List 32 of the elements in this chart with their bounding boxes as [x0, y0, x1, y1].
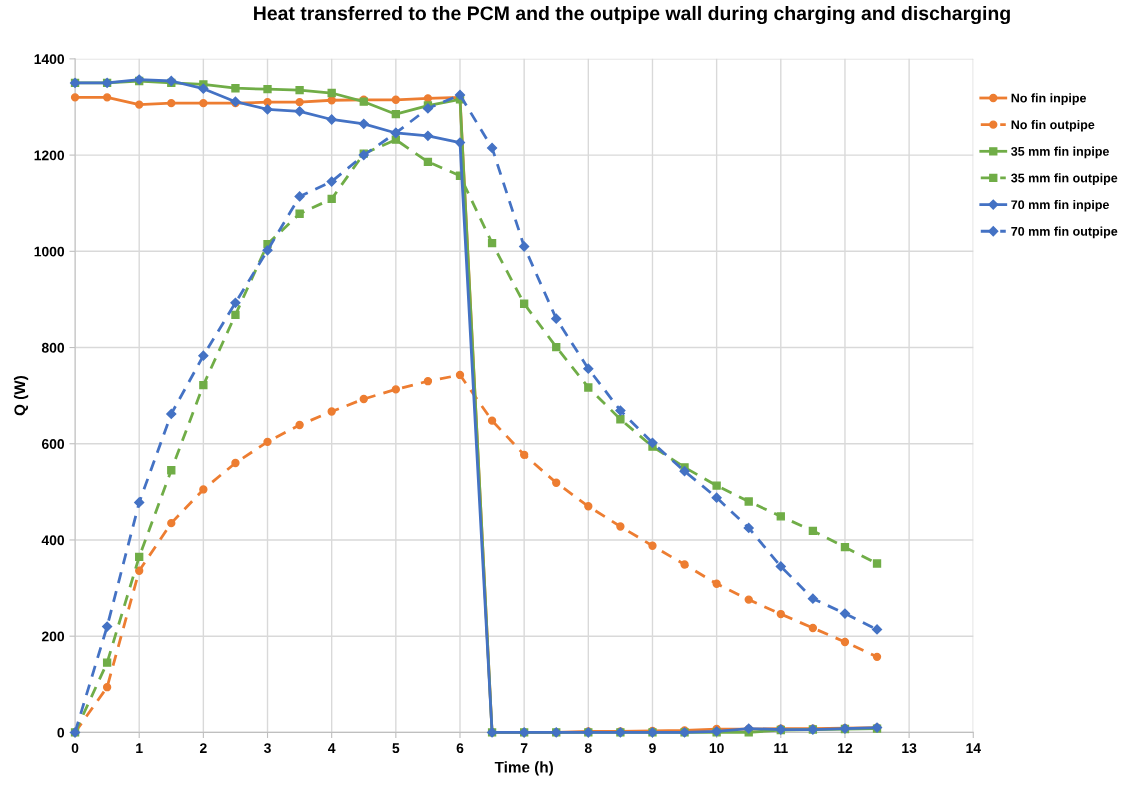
y-tick-label: 400 [41, 535, 65, 546]
x-tick-label: 12 [838, 743, 853, 753]
y-tick-label: 1200 [34, 150, 65, 161]
x-tick-label: 3 [263, 743, 271, 754]
x-tick-label: 13 [902, 743, 917, 754]
x-tick-label: 6 [456, 743, 464, 754]
y-tick-label: 1000 [34, 246, 65, 257]
legend-label: 70 mm fin inpipe [1011, 199, 1109, 212]
x-tick-label: 7 [520, 743, 528, 753]
legend-label: No fin inpipe [1011, 93, 1087, 105]
y-tick-label: 600 [41, 439, 65, 449]
x-tick-label: 5 [392, 743, 400, 754]
y-axis-title: Q (W) [13, 376, 29, 416]
legend-label: No fin outpipe [1011, 119, 1095, 132]
x-tick-label: 14 [966, 743, 981, 753]
x-tick-label: 4 [328, 743, 336, 753]
x-tick-label: 9 [649, 743, 656, 754]
x-tick-label: 1 [136, 743, 143, 753]
x-tick-label: 0 [71, 743, 79, 754]
x-tick-label: 11 [774, 743, 788, 753]
legend-label: 35 mm fin outpipe [1011, 173, 1118, 185]
y-tick-label: 200 [41, 631, 65, 642]
y-tick-label: 0 [57, 727, 65, 738]
x-tick-label: 8 [584, 743, 592, 754]
x-axis-title: Time (h) [494, 761, 553, 776]
y-tick-label: 800 [41, 342, 65, 353]
legend-label: 70 mm fin outpipe [1011, 226, 1118, 239]
x-tick-label: 10 [709, 743, 724, 754]
y-tick-label: 1400 [34, 54, 65, 65]
legend-label: 35 mm fin inpipe [1011, 146, 1109, 159]
x-tick-label: 2 [199, 743, 207, 753]
chart-title: Heat transferred to the PCM and the outpipe wall during charging and discharging [254, 5, 1010, 25]
